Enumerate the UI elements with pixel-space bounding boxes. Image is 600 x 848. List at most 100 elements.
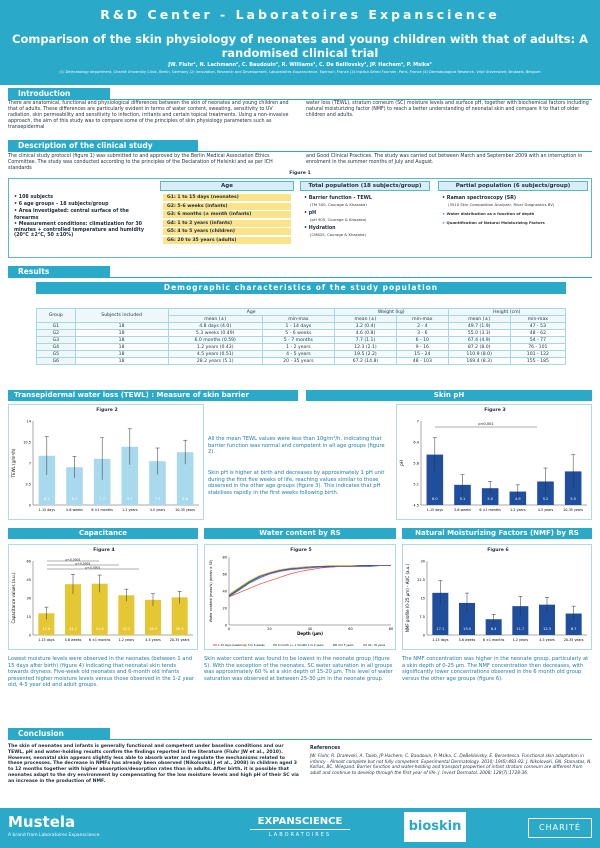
x-axis-label: Depth (µm) [297,631,323,636]
partial-pop-header: Partial population (6 subjects/group) [438,181,588,191]
table-title: Demographic characteristics of the study… [36,282,566,294]
col-mean: mean (±) [167,315,263,323]
x-tick-label: 5-6 weeks [65,638,82,642]
demographics-table: Group Subjects included Age Weight (kg) … [36,308,567,365]
arrow-item: ➤ Water distribution as a function of de… [442,211,535,216]
table-cell: 110.9 (8.0) [447,350,511,358]
ph-bar-chart: pH 4.5 5.1 5.8 6.4 7 6.0 1-15 days 5.1 5-6 weeks 5… [399,420,587,512]
x-tick-label: 20-35 years [175,508,195,512]
age-group: G6: 20 to 35 years (adults) [163,236,291,244]
y-tick-label: 7.5 [419,615,425,619]
title-block: Comparison of the skin physiology of neo… [0,30,600,85]
table-cell: 54 - 77 [509,336,567,344]
x-tick-label: 6 ±1 months [91,508,113,512]
x-tick-label: 1-2 years [513,638,529,642]
col-subjects: Subjects included [74,308,169,323]
table-cell: 15 - 24 [396,350,449,358]
y-tick-label: 20 [223,607,227,611]
y-tick-label: 10.5 [23,441,31,445]
age-group: G4: 1 to 2 years (infants) [163,219,291,227]
bar [93,458,111,505]
divider [8,739,592,740]
capacitance-bar-chart: Capacitance values (a.u.) 0 15 30 45 60 17.6 1-… [11,558,193,642]
charite-logo: CHARITÉ [528,818,592,838]
measure-item: • Raman spectroscopy (SR) [442,196,517,201]
series-line [228,565,391,598]
water-text: Skin water content was found to be lowes… [204,656,393,682]
x-tick-label: 0 [228,627,230,631]
table-cell: 155 - 185 [509,357,567,365]
intro-left-text: There are anatomical, functional and phy… [8,101,289,130]
table-cell: G1 [36,322,76,330]
p-value: p<0.0001 [76,562,91,566]
bar [65,584,81,635]
x-tick-label: 4-5 years [150,508,166,512]
y-tick-label: 3.5 [25,483,31,487]
table-cell: 7.7 (1.1) [333,336,398,344]
table-cell: 1.2 years (0.43) [167,343,263,351]
tewl-heading: Transepidermal water loss (TEWL) : Measu… [8,390,298,410]
x-tick-label: 6 ±1 months [479,508,501,512]
y-tick-label: 60 [27,560,31,564]
table-row: G2 18 5.3 weeks (0.49) 5 - 6 weeks 4.6 (0.8)… [36,329,567,337]
table-cell: 6.0 months (0.59) [167,336,263,344]
intro-right-text: water loss (TEWL), stratum corneum (SC) … [306,101,589,118]
table-cell: 169.4 (8.3) [447,357,511,365]
measure-device: (TM 300, Courage & Khazaka) [310,202,367,207]
x-tick-label: 40 [308,627,312,631]
results-heading: Results [8,266,110,278]
references-title: References [310,746,341,751]
bar [38,455,56,505]
x-tick-label: 4-5 years [539,638,555,642]
table-cell: 101 - 122 [509,350,567,358]
table-cell: 6 - 10 [396,336,449,344]
intro-heading: Introduction [8,88,110,100]
table-row: G4 18 1.2 years (0.43) 1 - 2 years 12.3 (2.1… [36,343,567,351]
measure-item: • Barrier function - TEWL [304,196,372,201]
table-cell: 18 [74,336,169,344]
col-minmax: min-max [509,315,567,323]
data-label: 6.3 [72,497,78,501]
y-tick-label: 22.5 [417,578,425,582]
y-axis-label: NMF profile (0-25 µm) - AUC (a.u.) [405,563,410,632]
partial-pop-list: • Raman spectroscopy (SR) (3510 Skin Com… [442,195,586,225]
x-tick-label: 1-2 years [119,638,135,642]
x-tick-label: 6 ±1 months [89,638,111,642]
data-label: 8.8 [182,497,188,501]
measure-device: (CM825, Courage & Khazaka) [310,232,366,237]
data-label: 5.0 [487,497,493,501]
bar [539,604,555,635]
mustela-logo: Mustela [8,813,76,831]
y-tick-label: 5.1 [413,483,419,487]
age-header: Age [160,181,294,191]
arrow-item: ➤ Quantification of Natural Moisturizing… [442,220,545,225]
x-tick-label: 20-35 years [564,638,584,642]
bar [512,606,529,635]
x-tick-label: 20 [267,627,271,631]
table-cell: 49.7 (1.9) [447,322,511,330]
table-cell: 2 - 4 [396,322,449,330]
table-cell: G4 [36,343,76,351]
table-row: G1 18 4.8 days (4.0) 1 - 14 days 3.2 (0.4) 2 … [36,322,567,330]
col-height: Height (cm) [447,308,567,316]
nmf-heading: Natural Moisturizing Factors (NMF) by RS [402,528,592,539]
figure-5-label: Figure 5 [290,548,312,553]
study-bullets: • 108 subjects • 6 age groups – 18 subje… [14,194,154,239]
table-cell: 20 - 35 years [261,357,335,365]
water-heading: Water content by RS [204,528,396,539]
y-axis-label: pH [399,460,404,466]
data-label: 5.5 [570,497,576,501]
ph-heading: Skin pH [306,390,592,401]
ph-text: Skin pH is higher at birth and decreases… [208,470,385,496]
col-minmax: min-max [261,315,335,323]
data-label: 28.5 [149,627,157,631]
figure-2-label: Figure 2 [96,408,118,413]
y-axis-label: Water content (mass%) (mean ± SE) [209,559,213,622]
table-cell: 1 - 14 days [261,322,335,330]
data-label: 6.0 [432,497,438,501]
mustela-tagline: A brand from Laboratoires Expanscience [8,833,100,838]
capacitance-text: Lowest moisture levels were observed in … [8,656,195,688]
table-cell: 4.6 (0.8) [333,329,398,337]
bullet-item: • Measurement conditions: climatization … [14,222,144,238]
